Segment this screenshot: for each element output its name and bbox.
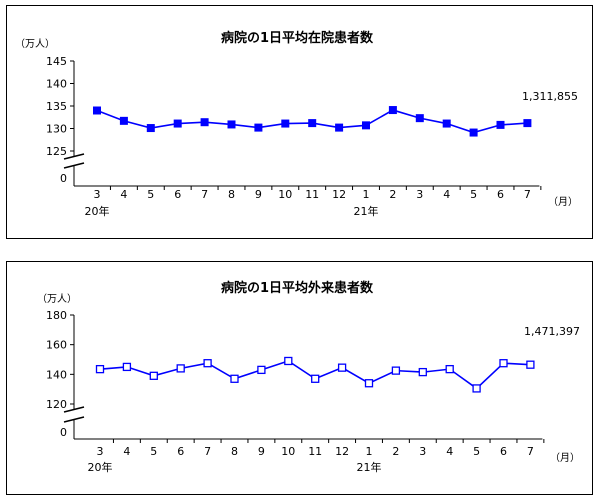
axis-break-mark: [63, 162, 85, 169]
y-tick-label: 180: [46, 309, 67, 322]
data-point: [418, 367, 427, 377]
x-tick-label: 6: [174, 188, 181, 201]
year-label: 20年: [85, 204, 110, 218]
data-point: [146, 124, 155, 133]
chart-title: 病院の1日平均外来患者数: [221, 280, 374, 296]
x-tick-label: 9: [258, 445, 265, 458]
data-point: [93, 106, 101, 115]
data-point: [119, 116, 128, 125]
axis-break-mark: [63, 406, 85, 413]
x-tick-label: 8: [228, 188, 235, 201]
y-zero-label: 0: [60, 426, 67, 439]
y-axis-unit-label: （万人）: [15, 38, 55, 50]
y-tick-label: 160: [46, 339, 67, 352]
x-tick-label: 7: [524, 188, 531, 201]
x-tick-label: 12: [335, 445, 349, 458]
y-tick-label: 120: [46, 398, 67, 411]
x-tick-label: 6: [497, 188, 504, 201]
chart-title: 病院の1日平均在院患者数: [221, 30, 374, 46]
y-tick-label: 145: [46, 55, 67, 68]
y-tick-label: 125: [46, 145, 67, 158]
data-point: [122, 362, 132, 372]
data-point: [203, 359, 212, 368]
x-tick-label: 5: [147, 188, 154, 201]
data-point: [388, 106, 397, 115]
latest-value-annotation: 1,311,855: [522, 90, 578, 103]
x-tick-label: 2: [389, 188, 396, 201]
x-tick-label: 4: [446, 445, 453, 458]
x-tick-label: 3: [94, 188, 101, 201]
x-tick-label: 1: [363, 188, 370, 201]
outpatient-chart-panel: 病院の1日平均外来患者数 （万人） 1,471,397 120 140 160 180 0 3 4…: [6, 261, 593, 495]
x-axis-unit-label: （月）: [550, 452, 580, 464]
x-tick-label: 9: [255, 188, 262, 201]
y-tick-label: 140: [46, 78, 67, 91]
axis-break-mark: [63, 416, 85, 423]
x-tick-label: 8: [231, 445, 238, 458]
x-tick-label: 5: [473, 445, 480, 458]
data-point: [308, 119, 317, 128]
y-tick-label: 130: [46, 123, 67, 136]
data-point: [364, 379, 374, 388]
x-tick-label: 4: [120, 188, 127, 201]
data-point: [391, 366, 401, 375]
x-tick-label: 6: [177, 445, 184, 458]
inpatient-chart-panel: 病院の1日平均在院患者数 （万人） 1,311,855 125 130 135 140 145…: [6, 5, 593, 239]
y-tick-label: 140: [46, 368, 67, 381]
data-point: [445, 364, 454, 374]
data-point: [362, 121, 370, 130]
x-tick-label: 7: [527, 445, 534, 458]
year-label: 21年: [354, 204, 379, 218]
x-tick-label: 4: [443, 188, 450, 201]
x-tick-label: 7: [204, 445, 211, 458]
y-tick-label: 135: [46, 100, 67, 113]
data-point: [337, 363, 347, 372]
data-point: [257, 365, 266, 375]
x-tick-label: 11: [308, 445, 322, 458]
data-point: [335, 123, 344, 132]
inpatient-chart: 病院の1日平均在院患者数（万人）1,311,855125130135140145…: [15, 30, 578, 218]
data-point: [499, 359, 508, 368]
data-point: [311, 374, 320, 383]
x-tick-label: 3: [416, 188, 423, 201]
data-point: [415, 114, 424, 123]
x-tick-label: 11: [305, 188, 319, 201]
y-zero-label: 0: [60, 172, 67, 185]
x-tick-label: 7: [201, 188, 208, 201]
x-tick-label: 4: [123, 445, 130, 458]
x-tick-label: 6: [500, 445, 507, 458]
data-point: [95, 364, 105, 374]
data-point: [284, 356, 293, 366]
data-point: [200, 118, 209, 127]
data-point: [281, 119, 290, 128]
data-point: [173, 119, 182, 128]
data-point: [523, 119, 532, 128]
data-point: [176, 364, 185, 373]
data-point: [149, 371, 158, 380]
data-point: [254, 123, 263, 132]
data-point: [526, 360, 535, 369]
x-tick-label: 10: [281, 445, 295, 458]
x-tick-label: 5: [150, 445, 157, 458]
data-point: [469, 128, 478, 137]
axis-break-mark: [63, 153, 85, 160]
data-point: [227, 120, 236, 129]
latest-value-annotation: 1,471,397: [524, 325, 580, 338]
y-axis-unit-label: （万人）: [37, 293, 77, 305]
x-axis-unit-label: （月）: [548, 196, 578, 208]
year-label: 21年: [357, 460, 382, 474]
outpatient-chart: 病院の1日平均外来患者数 （万人） 1,471,397 120 140 160 180 0 3 4…: [37, 280, 580, 474]
x-tick-label: 3: [419, 445, 426, 458]
x-tick-label: 12: [332, 188, 346, 201]
data-point: [496, 120, 505, 129]
data-point: [230, 374, 239, 383]
x-tick-label: 1: [366, 445, 373, 458]
data-point: [472, 384, 481, 393]
year-label: 20年: [88, 460, 113, 474]
x-tick-label: 3: [97, 445, 104, 458]
data-point: [442, 119, 451, 128]
x-tick-label: 2: [392, 445, 399, 458]
x-tick-label: 5: [470, 188, 477, 201]
x-tick-label: 10: [278, 188, 292, 201]
